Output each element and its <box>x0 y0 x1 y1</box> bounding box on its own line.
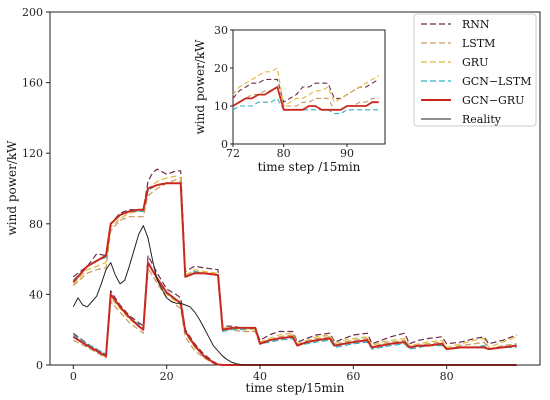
legend: RNN LSTM GRU GCN−LSTM GCN−GRU Reality <box>413 13 537 127</box>
main-series-group <box>72 168 517 366</box>
x-tick-label: 40 <box>253 370 267 383</box>
x-tick-label: 20 <box>160 370 174 383</box>
legend-label-gcn-lstm: GCN−LSTM <box>462 75 532 88</box>
y-tick-label: 120 <box>22 147 43 160</box>
inset-y-tick-label: 20 <box>214 62 228 75</box>
series-line-reality-upper <box>72 225 517 366</box>
x-tick-label: 60 <box>346 370 360 383</box>
y-tick-label: 0 <box>36 359 43 372</box>
legend-label-gru: GRU <box>462 56 488 69</box>
inset-y-tick-label: 30 <box>214 24 228 37</box>
y-tick-label: 160 <box>22 77 43 90</box>
x-tick-label: 80 <box>440 370 454 383</box>
legend-label-gcn-gru: GCN−GRU <box>462 94 524 107</box>
inset-axes: 72 80 90 0 10 20 30 <box>214 24 354 160</box>
x-axis-label: time step/15min <box>246 381 345 395</box>
x-tick-label: 0 <box>70 370 77 383</box>
inset-series-line-gcn-lstm <box>232 97 379 115</box>
inset-series-line-gru <box>232 67 379 107</box>
legend-box <box>413 13 537 127</box>
inset-x-tick-label: 72 <box>226 147 240 160</box>
y-tick-label: 40 <box>29 288 43 301</box>
inset-x-tick-label: 90 <box>340 147 354 160</box>
inset-series-line-gcn-gru <box>232 86 379 111</box>
legend-label-rnn: RNN <box>462 18 490 31</box>
series-line-gcn-gru-upper <box>72 182 517 351</box>
y-tick-label: 80 <box>29 218 43 231</box>
inset-y-tick-label: 10 <box>214 100 228 113</box>
inset-series-line-rnn <box>232 78 379 103</box>
series-line-lstm-upper <box>72 179 517 350</box>
legend-label-lstm: LSTM <box>462 37 495 50</box>
y-axis-label: wind power/kW <box>5 140 19 236</box>
inset-y-axis-label: wind power/kW <box>193 39 207 135</box>
inset-y-tick-label: 0 <box>221 138 228 151</box>
inset-x-tick-label: 80 <box>277 147 291 160</box>
y-tick-label: 200 <box>22 6 43 19</box>
legend-label-reality: Reality <box>462 113 502 126</box>
inset-x-axis-label: time step /15min <box>258 160 361 174</box>
inset-series-group <box>232 67 379 115</box>
